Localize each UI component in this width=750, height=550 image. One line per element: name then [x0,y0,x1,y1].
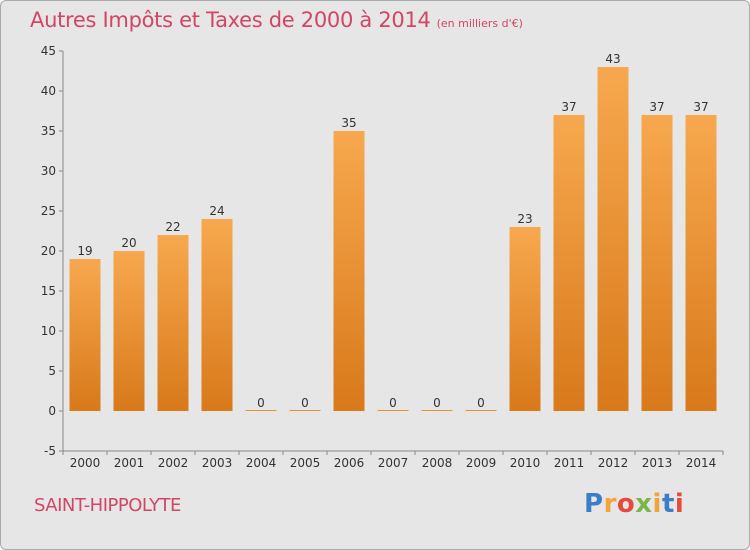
data-label: 22 [165,220,180,234]
x-tick-label: 2003 [202,456,233,470]
x-tick-label: 2013 [642,456,673,470]
bar [377,410,409,411]
y-tick-label: 5 [48,364,56,378]
x-tick-label: 2011 [554,456,585,470]
bars [69,67,717,411]
y-tick-label: 35 [41,124,56,138]
bar [465,410,497,411]
y-tick-label: 30 [41,164,56,178]
x-tick-label: 2006 [334,456,365,470]
y-tick-label: 15 [41,284,56,298]
chart-title: Autres Impôts et Taxes de 2000 à 2014 (en… [30,8,523,32]
data-label: 19 [77,244,92,258]
x-tick-label: 2008 [422,456,453,470]
bar [333,131,365,411]
bar [289,410,321,411]
x-tick-label: 2004 [246,456,277,470]
x-tick-label: 2001 [114,456,145,470]
data-label: 37 [649,100,664,114]
logo-letter: r [603,489,617,519]
y-tick-label: -5 [44,444,56,458]
logo-letter: o [616,489,636,519]
x-tick-label: 2009 [466,456,497,470]
data-label: 43 [605,52,620,66]
bar [641,115,673,411]
proxiti-logo: Proxiti [584,489,684,519]
data-label: 0 [257,396,265,410]
data-label: 37 [561,100,576,114]
data-label: 0 [477,396,485,410]
bar [113,251,145,411]
bar [157,235,189,411]
logo-letter: i [674,489,685,519]
y-tick-label: 0 [48,404,56,418]
logo-letter: t [661,489,675,519]
y-axis: -5 0 5 10 15 20 25 30 35 40 45 [41,44,64,458]
bar [553,115,585,411]
x-tick-label: 2002 [158,456,189,470]
data-label: 20 [121,236,136,250]
x-tick-label: 2000 [70,456,101,470]
y-tick-label: 10 [41,324,56,338]
bar [685,115,717,411]
bar [69,259,101,411]
y-tick-label: 20 [41,244,56,258]
x-tick-label: 2010 [510,456,541,470]
title-text: Autres Impôts et Taxes de 2000 à 2014 [30,8,431,32]
data-label: 0 [389,396,397,410]
data-label: 24 [209,204,224,218]
town-name: SAINT-HIPPOLYTE [34,495,181,516]
unit-note: (en milliers d'€) [436,17,523,30]
x-tick-label: 2012 [598,456,629,470]
bar [201,219,233,411]
bar [509,227,541,411]
data-label: 35 [341,116,356,130]
data-label: 0 [433,396,441,410]
y-tick-label: 40 [41,84,56,98]
data-label: 37 [693,100,708,114]
x-tick-label: 2007 [378,456,409,470]
bar [421,410,453,411]
x-tick-label: 2014 [686,456,717,470]
y-tick-label: 25 [41,204,56,218]
bar [245,410,277,411]
logo-letter: i [652,489,662,519]
x-tick-label: 2005 [290,456,321,470]
logo-letter: x [635,489,653,519]
bar [597,67,629,411]
data-labels: 19 20 22 24 0 0 35 0 0 0 23 37 43 37 37 [77,52,708,410]
y-tick-label: 45 [41,44,56,58]
logo-letter: P [584,489,604,519]
data-label: 0 [301,396,309,410]
x-axis: 2000 2001 2002 2003 2004 2005 2006 2007 2008 2009… [62,450,724,470]
data-label: 23 [517,212,532,226]
